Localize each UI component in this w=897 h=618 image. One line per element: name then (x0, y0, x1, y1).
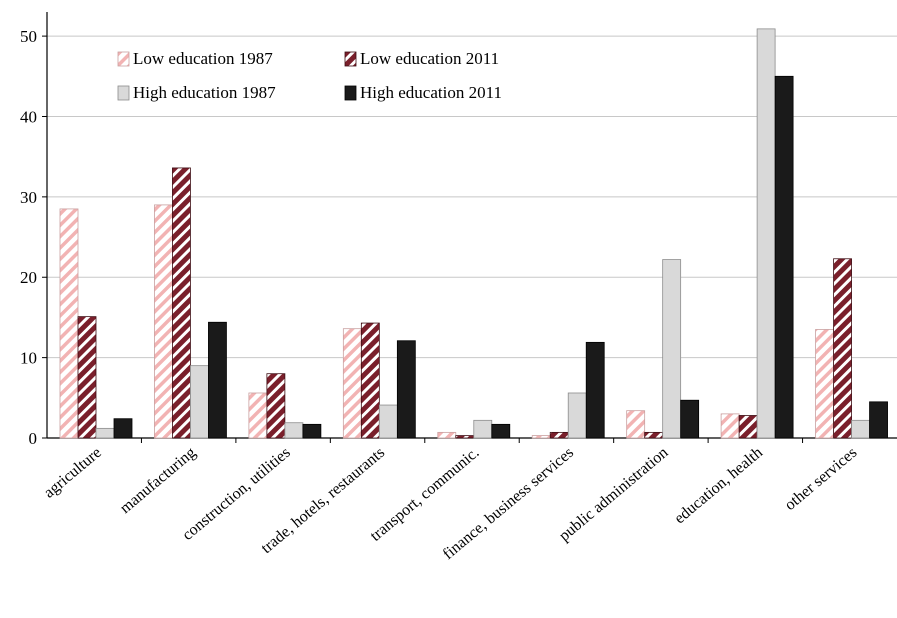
y-tick-label: 40 (20, 107, 37, 126)
bar-low-education-2011 (644, 431, 664, 439)
legend-label: High education 1987 (133, 83, 276, 102)
bar-high-education-2011 (302, 423, 322, 439)
bar-high-education-1987 (567, 392, 587, 439)
y-tick-label: 0 (29, 429, 38, 448)
bar-low-education-2011 (833, 258, 852, 439)
bar-high-education-1987 (190, 365, 209, 439)
bar-high-education-2011 (208, 321, 227, 439)
bar-high-education-2011 (774, 75, 794, 439)
bar-high-education-1987 (851, 419, 870, 439)
bar-high-education-2011 (680, 399, 700, 439)
y-tick-label: 10 (20, 349, 37, 368)
x-category-label: other services (782, 444, 861, 514)
bar-high-education-2011 (113, 418, 133, 439)
bar-high-education-1987 (756, 28, 776, 439)
bar-low-education-2011 (77, 316, 97, 439)
bar-high-education-1987 (662, 259, 682, 439)
bar-low-education-1987 (720, 413, 740, 439)
bar-low-education-2011 (266, 373, 286, 439)
bars (59, 28, 888, 439)
bar-high-education-1987 (95, 427, 115, 439)
legend-swatch (344, 85, 357, 101)
legend-label: High education 2011 (360, 83, 502, 102)
bar-low-education-1987 (154, 204, 173, 439)
y-tick-label: 20 (20, 268, 37, 287)
bar-low-education-2011 (549, 431, 569, 439)
bar-low-education-2011 (172, 167, 191, 439)
bar-low-education-1987 (815, 329, 834, 439)
legend-label: Low education 2011 (360, 49, 499, 68)
bar-high-education-2011 (396, 340, 416, 439)
legend-swatch (117, 51, 130, 67)
x-category-label: education, health (671, 444, 766, 527)
bar-low-education-1987 (248, 392, 268, 439)
bar-low-education-2011 (360, 322, 380, 439)
x-category-label: manufacturing (117, 444, 199, 517)
y-tick-label: 30 (20, 188, 37, 207)
bar-high-education-1987 (473, 419, 493, 439)
legend-swatch (117, 85, 130, 101)
bar-low-education-2011 (738, 415, 758, 439)
bar-high-education-1987 (378, 404, 398, 439)
bar-low-education-1987 (531, 435, 551, 439)
bar-low-education-1987 (59, 208, 79, 439)
bar-high-education-2011 (585, 341, 605, 439)
bar-low-education-1987 (626, 410, 646, 439)
legend-label: Low education 1987 (133, 49, 273, 68)
y-tick-label: 50 (20, 27, 37, 46)
bar-low-education-2011 (455, 435, 475, 439)
legend: Low education 1987 Low education 2011 High… (117, 49, 502, 102)
legend-swatch (344, 51, 357, 67)
x-category-label: agriculture (41, 444, 105, 502)
bar-high-education-1987 (284, 422, 304, 439)
bar-high-education-2011 (491, 423, 511, 439)
bar-low-education-1987 (342, 328, 362, 439)
bar-high-education-2011 (869, 401, 888, 439)
bar-low-education-1987 (437, 431, 457, 439)
